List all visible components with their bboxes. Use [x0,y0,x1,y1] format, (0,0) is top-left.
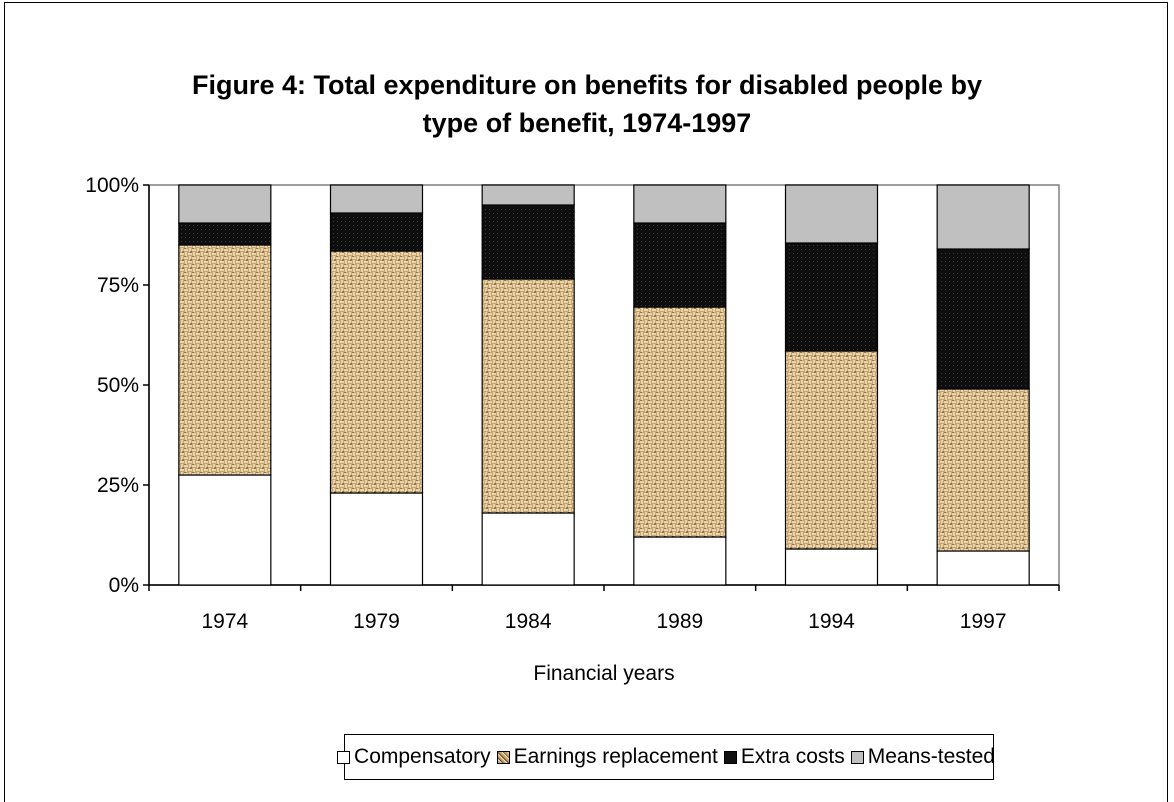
y-tick-labels: 0% 25% 50% 75% 100% [85,174,139,597]
x-tick-label: 1997 [960,610,1007,633]
legend: Compensatory Earnings replacement Extra co… [337,734,995,780]
bar-segment-earnings-replacement [329,250,424,494]
bar-segment-earnings-replacement [633,306,727,538]
legend-item: Compensatory [337,745,491,769]
y-tick-label: 25% [97,474,139,497]
x-tick-label: 1989 [656,610,703,633]
legend-label: Means-tested [867,745,995,768]
bar-segment-earnings-replacement [936,388,1030,552]
bar-segment-compensatory [936,550,1030,586]
bar-segment-compensatory [481,512,575,586]
axes [143,184,1060,591]
y-tick-label: 75% [97,274,139,297]
bar-segment-compensatory [178,474,272,586]
legend-swatch [496,750,510,764]
bar-segment-earnings-replacement [178,244,272,476]
bar-segment-means-tested [481,184,575,206]
chart-title-line-1: Figure 4: Total expenditure on benefits … [191,70,983,100]
legend-label: Compensatory [354,745,491,768]
bar-segment-extra-costs [936,248,1030,390]
x-tick-label: 1994 [808,610,855,633]
bar-segment-extra-costs [784,242,879,352]
bar-segment-means-tested [329,184,424,214]
legend-label: Earnings replacement [513,745,718,768]
x-axis-title: Financial years [533,662,674,685]
legend-swatch [337,750,351,764]
bar-segment-extra-costs [481,204,575,280]
bar-segment-compensatory [329,492,424,586]
legend-swatch [723,750,737,764]
y-tick-label: 0% [109,574,139,597]
legend-item: Earnings replacement [496,745,718,769]
x-tick-label: 1984 [505,610,552,633]
bar-segment-means-tested [178,184,272,224]
chart-title: Figure 4: Total expenditure on benefits … [0,66,1174,142]
chart-title-line-2: type of benefit, 1974-1997 [422,108,752,138]
bar-segment-compensatory [784,548,879,586]
bar-segment-compensatory [633,536,727,586]
bars [178,184,1030,586]
x-tick-label: 1979 [353,610,400,633]
legend-item: Means-tested [850,745,995,769]
legend-swatch [850,750,864,764]
bar-segment-extra-costs [633,222,727,308]
bar-segment-extra-costs [178,222,272,246]
x-tick-labels: 1974 1979 1984 1989 1994 1997 [201,610,1006,633]
bar-segment-means-tested [633,184,727,224]
bar-segment-means-tested [936,184,1030,250]
bar-segment-earnings-replacement [784,350,879,550]
legend-item: Extra costs [723,745,845,769]
y-tick-label: 50% [97,374,139,397]
bar-segment-earnings-replacement [481,278,575,514]
plot-area-border [148,184,1060,586]
bar-segment-extra-costs [329,212,424,252]
bar-segment-means-tested [784,184,879,244]
y-tick-label: 100% [85,174,139,197]
x-tick-label: 1974 [201,610,248,633]
legend-label: Extra costs [740,745,845,768]
